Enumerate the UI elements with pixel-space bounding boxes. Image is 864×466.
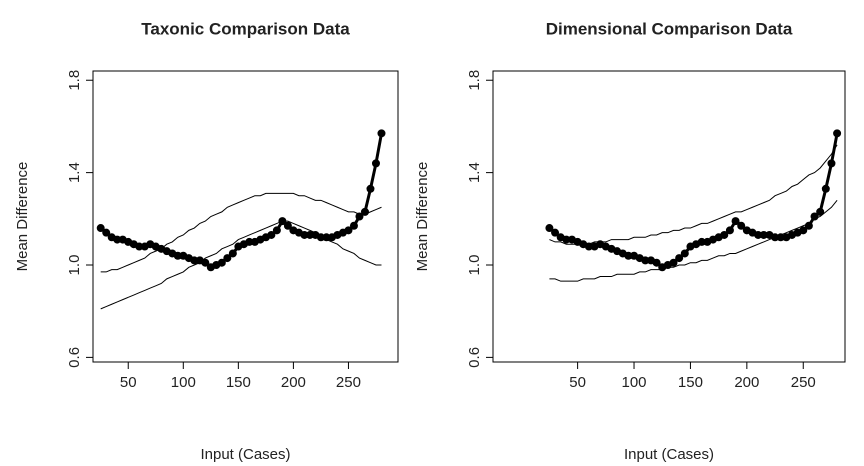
- data-point: [102, 228, 111, 237]
- data-point: [652, 258, 661, 267]
- x-tick-label: 250: [336, 374, 361, 391]
- data-point: [316, 233, 325, 242]
- data-point: [545, 224, 554, 233]
- data-point: [821, 184, 830, 193]
- data-point: [135, 242, 144, 251]
- x-tick-label: 200: [734, 374, 759, 391]
- x-tick-label: 100: [622, 374, 647, 391]
- data-point: [322, 233, 331, 242]
- data-point: [731, 217, 740, 226]
- data-point: [267, 230, 276, 239]
- y-tick-label: 1.4: [466, 162, 483, 183]
- data-point: [371, 159, 380, 168]
- data-point: [305, 230, 314, 239]
- y-axis-label: Mean Difference: [14, 162, 31, 272]
- y-tick-label: 0.6: [66, 347, 83, 368]
- y-tick-label: 1.8: [66, 70, 83, 91]
- data-point: [680, 249, 689, 258]
- y-tick-label: 1.0: [66, 255, 83, 276]
- x-tick-label: 50: [120, 374, 137, 391]
- y-tick-label: 1.4: [66, 162, 83, 183]
- plot-frame: [492, 70, 846, 363]
- data-point: [720, 230, 729, 239]
- data-point: [228, 249, 237, 258]
- data-point: [816, 207, 825, 216]
- series-line: [100, 220, 382, 310]
- data-point: [624, 251, 633, 260]
- data-point: [173, 251, 182, 260]
- x-tick-label: 150: [226, 374, 251, 391]
- x-axis-label: Input (Cases): [624, 446, 714, 463]
- x-axis-label: Input (Cases): [200, 446, 290, 463]
- data-point: [827, 159, 836, 168]
- y-axis-label: Mean Difference: [414, 162, 431, 272]
- data-point: [675, 254, 684, 263]
- data-point: [344, 226, 353, 235]
- x-tick-label: 250: [791, 374, 816, 391]
- chart-title: Dimensional Comparison Data: [546, 19, 793, 38]
- series-line: [549, 200, 838, 282]
- data-point: [377, 129, 386, 138]
- data-point: [799, 226, 808, 235]
- data-point: [190, 256, 199, 265]
- chart-title: Taxonic Comparison Data: [141, 19, 350, 38]
- data-point: [349, 221, 358, 230]
- data-point: [833, 129, 842, 138]
- x-tick-label: 200: [281, 374, 306, 391]
- data-point: [737, 221, 746, 230]
- plot-frame: [92, 70, 399, 363]
- data-point: [697, 237, 706, 246]
- data-point: [223, 254, 232, 263]
- y-tick-label: 1.8: [466, 70, 483, 91]
- data-point: [272, 226, 281, 235]
- data-point: [669, 258, 678, 267]
- data-point: [283, 221, 292, 230]
- data-point: [300, 230, 309, 239]
- data-point: [217, 258, 226, 267]
- data-point: [366, 184, 375, 193]
- data-point: [725, 226, 734, 235]
- x-tick-label: 50: [569, 374, 586, 391]
- data-point: [96, 224, 105, 233]
- data-point: [551, 228, 560, 237]
- data-point: [245, 237, 254, 246]
- data-point: [759, 230, 768, 239]
- x-tick-label: 100: [171, 374, 196, 391]
- data-point: [754, 230, 763, 239]
- data-point: [201, 258, 210, 267]
- y-tick-label: 0.6: [466, 347, 483, 368]
- y-tick-label: 1.0: [466, 255, 483, 276]
- x-tick-label: 150: [678, 374, 703, 391]
- data-point: [641, 256, 650, 265]
- series-line: [100, 192, 382, 273]
- data-point: [113, 235, 122, 244]
- series-line: [549, 144, 838, 245]
- data-point: [562, 235, 571, 244]
